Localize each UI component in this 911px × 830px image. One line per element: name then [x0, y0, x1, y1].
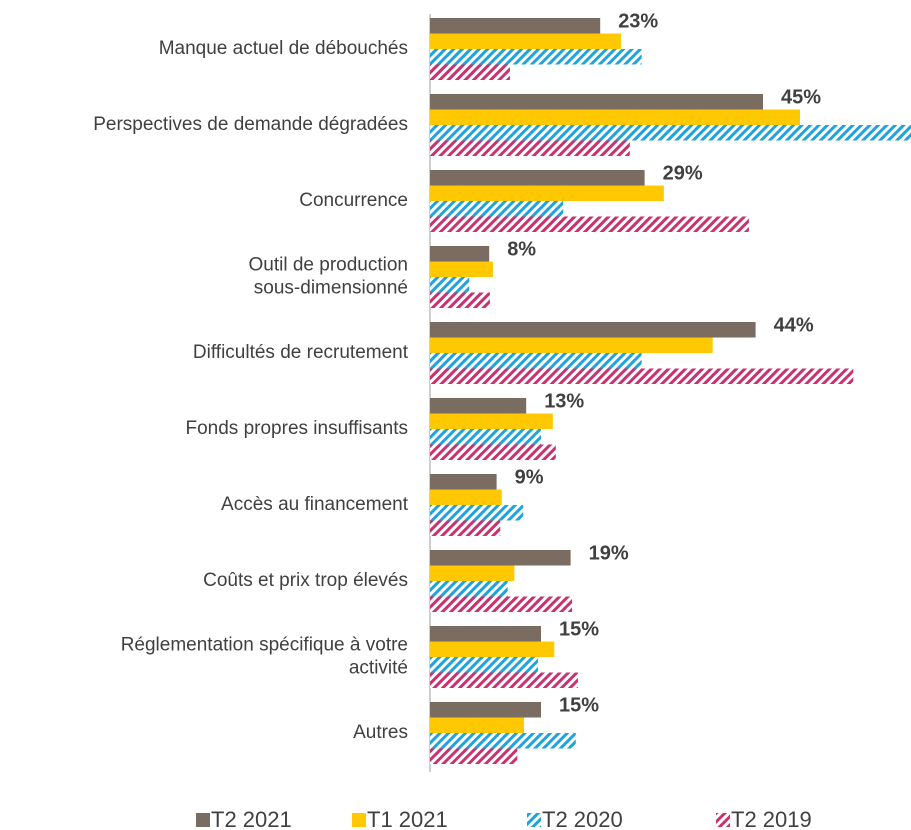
bar [430, 216, 749, 232]
bar [430, 292, 490, 308]
value-label: 45% [781, 86, 821, 108]
bar [430, 368, 854, 384]
value-label: 19% [589, 542, 629, 564]
bar [430, 657, 539, 673]
bar [430, 474, 497, 490]
value-label: 9% [515, 466, 544, 488]
bar [430, 641, 555, 657]
legend-swatch [527, 813, 541, 827]
bar [430, 717, 524, 733]
bar [430, 140, 630, 156]
legend-label: T2 2019 [731, 807, 812, 830]
bar [430, 565, 515, 581]
legend-label: T2 2020 [542, 807, 623, 830]
bar [430, 733, 576, 749]
bar [430, 489, 502, 505]
value-label: 8% [507, 238, 536, 260]
legend-label: T1 2021 [367, 807, 448, 830]
category-label: Difficultés de recrutement [193, 342, 409, 363]
bar [430, 520, 501, 536]
bar [430, 246, 490, 262]
bar [430, 185, 664, 201]
bar [430, 702, 541, 718]
bar [430, 672, 578, 688]
value-label: 15% [559, 618, 599, 640]
bar [430, 261, 493, 277]
category-label: Outil de production sous-dimensionné [249, 255, 409, 299]
bar [430, 277, 470, 293]
category-label: Concurrence [299, 190, 408, 211]
legend-swatch [352, 813, 366, 827]
value-label: 15% [559, 694, 599, 716]
bar [430, 94, 763, 110]
category-label: Accès au financement [221, 494, 409, 515]
legend-swatch [196, 813, 210, 827]
value-label: 23% [618, 10, 658, 32]
bar [430, 581, 508, 597]
value-label: 13% [544, 390, 584, 412]
bar [430, 201, 564, 217]
category-label: Réglementation spécifique à votre activit… [121, 635, 408, 679]
bar [430, 748, 518, 764]
bar [430, 398, 527, 414]
category-label: Perspectives de demande dégradées [93, 114, 408, 135]
category-label: Manque actuel de débouchés [159, 38, 408, 59]
legend-swatch [716, 813, 730, 827]
value-label: 29% [663, 162, 703, 184]
bar [430, 444, 556, 460]
legend-label: T2 2021 [211, 807, 292, 830]
category-label: Autres [353, 722, 408, 743]
bar [430, 429, 541, 445]
bar [430, 353, 642, 369]
value-label: 44% [774, 314, 814, 336]
bar [430, 413, 553, 429]
bar [430, 18, 601, 34]
bar [430, 109, 800, 125]
bar [430, 596, 573, 612]
bar [430, 170, 645, 186]
bar [430, 550, 571, 566]
bar [430, 33, 621, 49]
bar [430, 505, 524, 521]
category-label: Coûts et prix trop élevés [203, 570, 408, 591]
bar [430, 322, 756, 338]
bar [430, 626, 541, 642]
bar [430, 64, 510, 80]
bar [430, 337, 713, 353]
category-label: Fonds propres insuffisants [186, 418, 409, 439]
bar [430, 49, 642, 65]
bar [430, 125, 911, 141]
